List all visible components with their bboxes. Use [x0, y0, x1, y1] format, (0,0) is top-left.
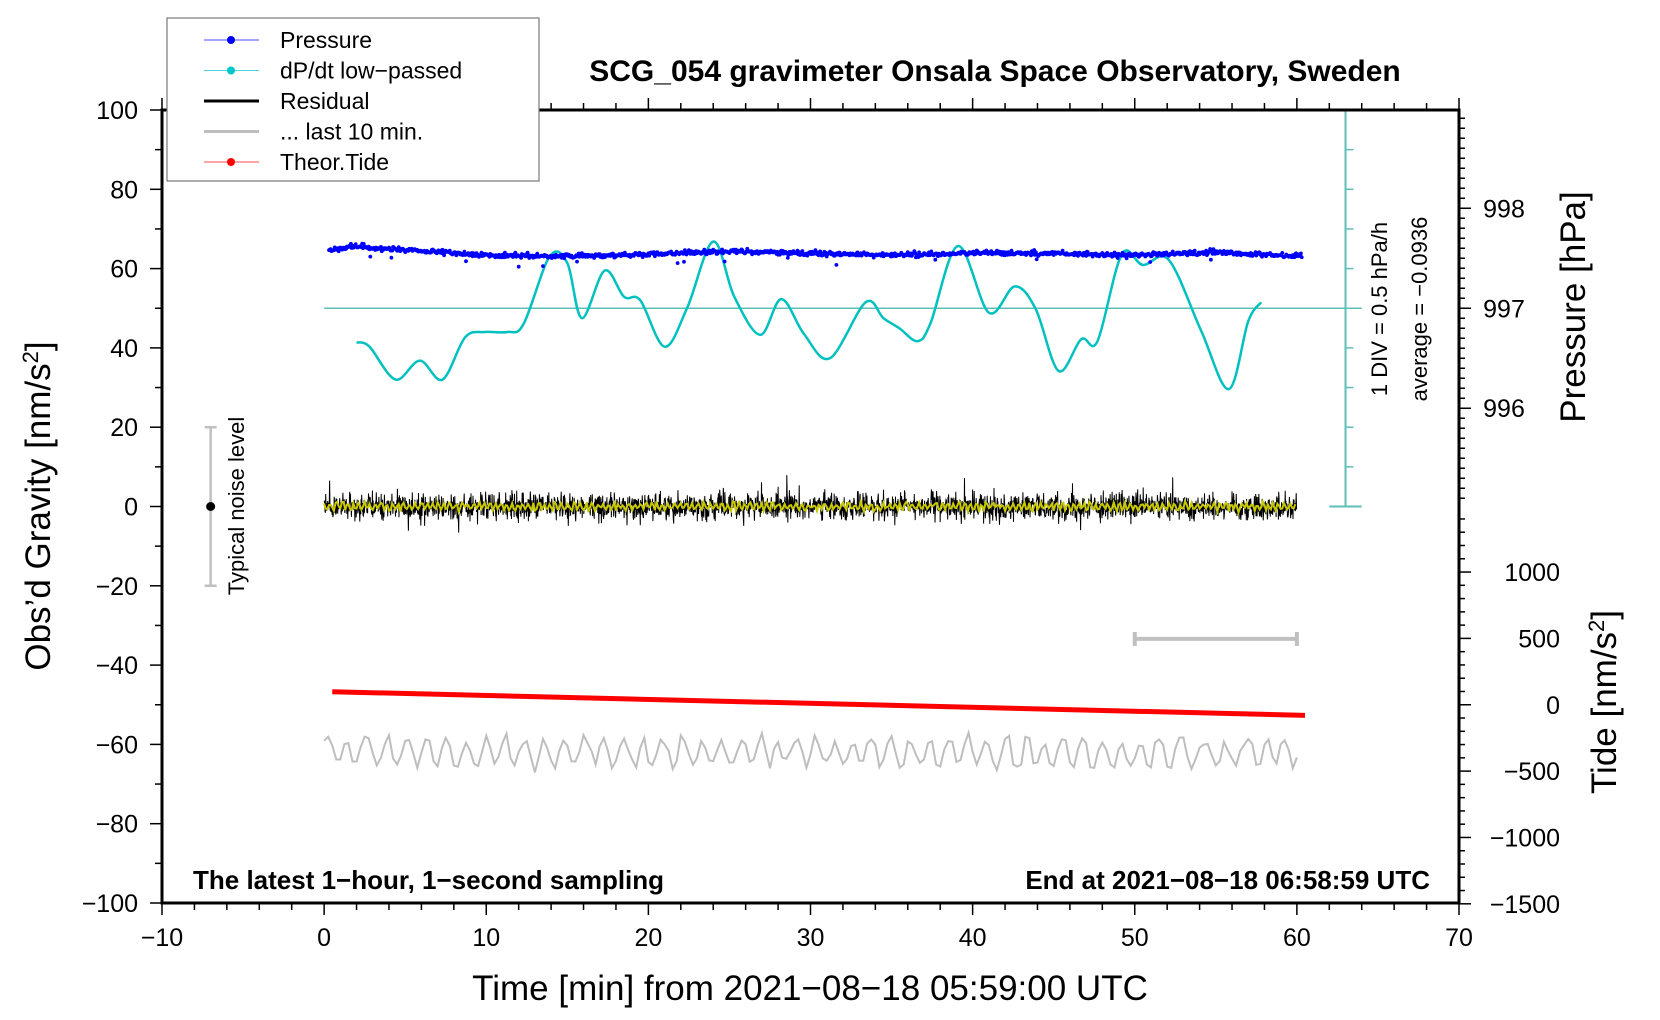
- pressure-point: [1124, 256, 1129, 261]
- pressure-point: [442, 253, 446, 258]
- pressure-point: [353, 242, 358, 247]
- noise-bar-center-dot: [206, 502, 216, 511]
- legend: Pressure dP/dt low−passed Residual ... last…: [166, 17, 540, 182]
- tide-tick-label: −1500: [1490, 891, 1560, 919]
- y-tick-label: 100: [96, 97, 138, 125]
- legend-label: Theor.Tide: [280, 149, 389, 175]
- legend-label: dP/dt low−passed: [280, 58, 462, 84]
- residual-smoothed-line: [323, 497, 1297, 517]
- pressure-point: [1009, 248, 1014, 253]
- legend-swatch-dot: [227, 66, 235, 75]
- legend-label: ... last 10 min.: [280, 119, 423, 145]
- pressure-point: [834, 263, 839, 267]
- pressure-point: [516, 264, 521, 269]
- dpdt-scale-label: 1 DIV = 0.5 hPa/h: [1367, 222, 1392, 396]
- y-tick-label: 0: [124, 494, 138, 522]
- legend-swatch-dot: [227, 158, 235, 166]
- y-tick-label: −60: [96, 731, 138, 759]
- pressure-tick-label: 997: [1483, 295, 1525, 323]
- x-tick-label: 0: [317, 924, 331, 952]
- pressure-point: [1209, 257, 1213, 262]
- pressure-point: [905, 250, 910, 255]
- y-axis-label: Obs’d Gravity [nm/s2]: [18, 341, 58, 670]
- footer-left-text: The latest 1−hour, 1−second sampling: [193, 865, 664, 895]
- pressure-point: [541, 264, 545, 268]
- x-tick-label: 70: [1445, 924, 1473, 952]
- pressure-point: [675, 261, 680, 265]
- x-tick-label: −10: [141, 924, 183, 952]
- x-axis-label: Time [min] from 2021−08−18 05:59:00 UTC: [472, 969, 1148, 1008]
- data-series: [204, 109, 1362, 774]
- dpdt-average-label: average = −0.0936: [1407, 217, 1432, 402]
- x-tick-label: 20: [634, 924, 662, 952]
- y-tick-label: 60: [110, 256, 138, 284]
- pressure-point: [855, 250, 860, 255]
- x-tick-label: 40: [959, 924, 987, 952]
- pressure-point: [1192, 248, 1197, 253]
- pressure-tick-label: 998: [1483, 195, 1525, 223]
- x-tick-label: 50: [1121, 924, 1149, 952]
- residual-line: [323, 475, 1298, 533]
- x-tick-label: 30: [797, 924, 825, 952]
- pressure-point: [933, 257, 938, 262]
- pressure-point: [1299, 251, 1303, 256]
- y-tick-label: 80: [110, 176, 138, 204]
- pressure-point: [722, 259, 727, 264]
- x-tick-label: 10: [472, 924, 500, 952]
- tide-axis-label: Tide [nm/s2]: [1584, 610, 1624, 794]
- pressure-point: [525, 250, 530, 255]
- pressure-point: [1299, 255, 1304, 260]
- y-tick-label: −80: [96, 811, 138, 839]
- pressure-point: [368, 254, 373, 259]
- tide-tick-label: 1000: [1504, 559, 1560, 587]
- pressure-point: [1034, 257, 1039, 262]
- noise-level-label: Typical noise level: [224, 417, 249, 596]
- tide-tick-label: 500: [1518, 625, 1560, 653]
- legend-label: Residual: [280, 88, 370, 114]
- pressure-point: [440, 247, 445, 252]
- y-tick-label: −40: [96, 652, 138, 680]
- pressure-point: [575, 259, 579, 264]
- y-tick-label: 40: [110, 335, 138, 363]
- pressure-point: [462, 249, 467, 254]
- y-tick-label: 20: [110, 414, 138, 442]
- legend-swatch-dot: [227, 36, 235, 44]
- tide-tick-label: −500: [1504, 758, 1560, 786]
- pressure-tick-label: 996: [1483, 395, 1525, 423]
- pressure-points: [327, 241, 1304, 269]
- tide-tick-label: −1000: [1490, 824, 1560, 852]
- pressure-point: [389, 255, 394, 260]
- pressure-point: [464, 259, 468, 264]
- pressure-point: [361, 242, 366, 246]
- theor-tide-line: [332, 689, 1306, 718]
- pressure-axis-label: Pressure [hPa]: [1554, 191, 1593, 423]
- pressure-point: [1208, 247, 1212, 251]
- tide-tick-label: 0: [1546, 692, 1560, 720]
- last-10-min-line: [323, 729, 1298, 774]
- plot-frame: [160, 108, 1461, 905]
- x-tick-label: 60: [1283, 924, 1311, 952]
- pressure-point: [519, 256, 523, 260]
- pressure-point: [1185, 253, 1190, 258]
- legend-label: Pressure: [280, 27, 372, 53]
- pressure-point: [513, 250, 518, 255]
- pressure-point: [682, 259, 686, 264]
- pressure-point: [785, 256, 790, 260]
- chart-title: SCG_054 gravimeter Onsala Space Observat…: [589, 55, 1401, 88]
- pressure-point: [1148, 260, 1153, 264]
- pressure-point: [535, 251, 540, 256]
- y-tick-label: −100: [82, 890, 138, 918]
- dpdt-lowpassed-line: [356, 240, 1263, 391]
- tick-labels: −10 0 10 20 30 40 50 60 70100806040200−20−40−60−…: [82, 97, 1560, 952]
- pressure-point: [1280, 251, 1285, 255]
- footer-right-text: End at 2021−08−18 06:58:59 UTC: [1025, 865, 1430, 895]
- pressure-point: [1115, 256, 1120, 260]
- y-tick-label: −20: [96, 573, 138, 601]
